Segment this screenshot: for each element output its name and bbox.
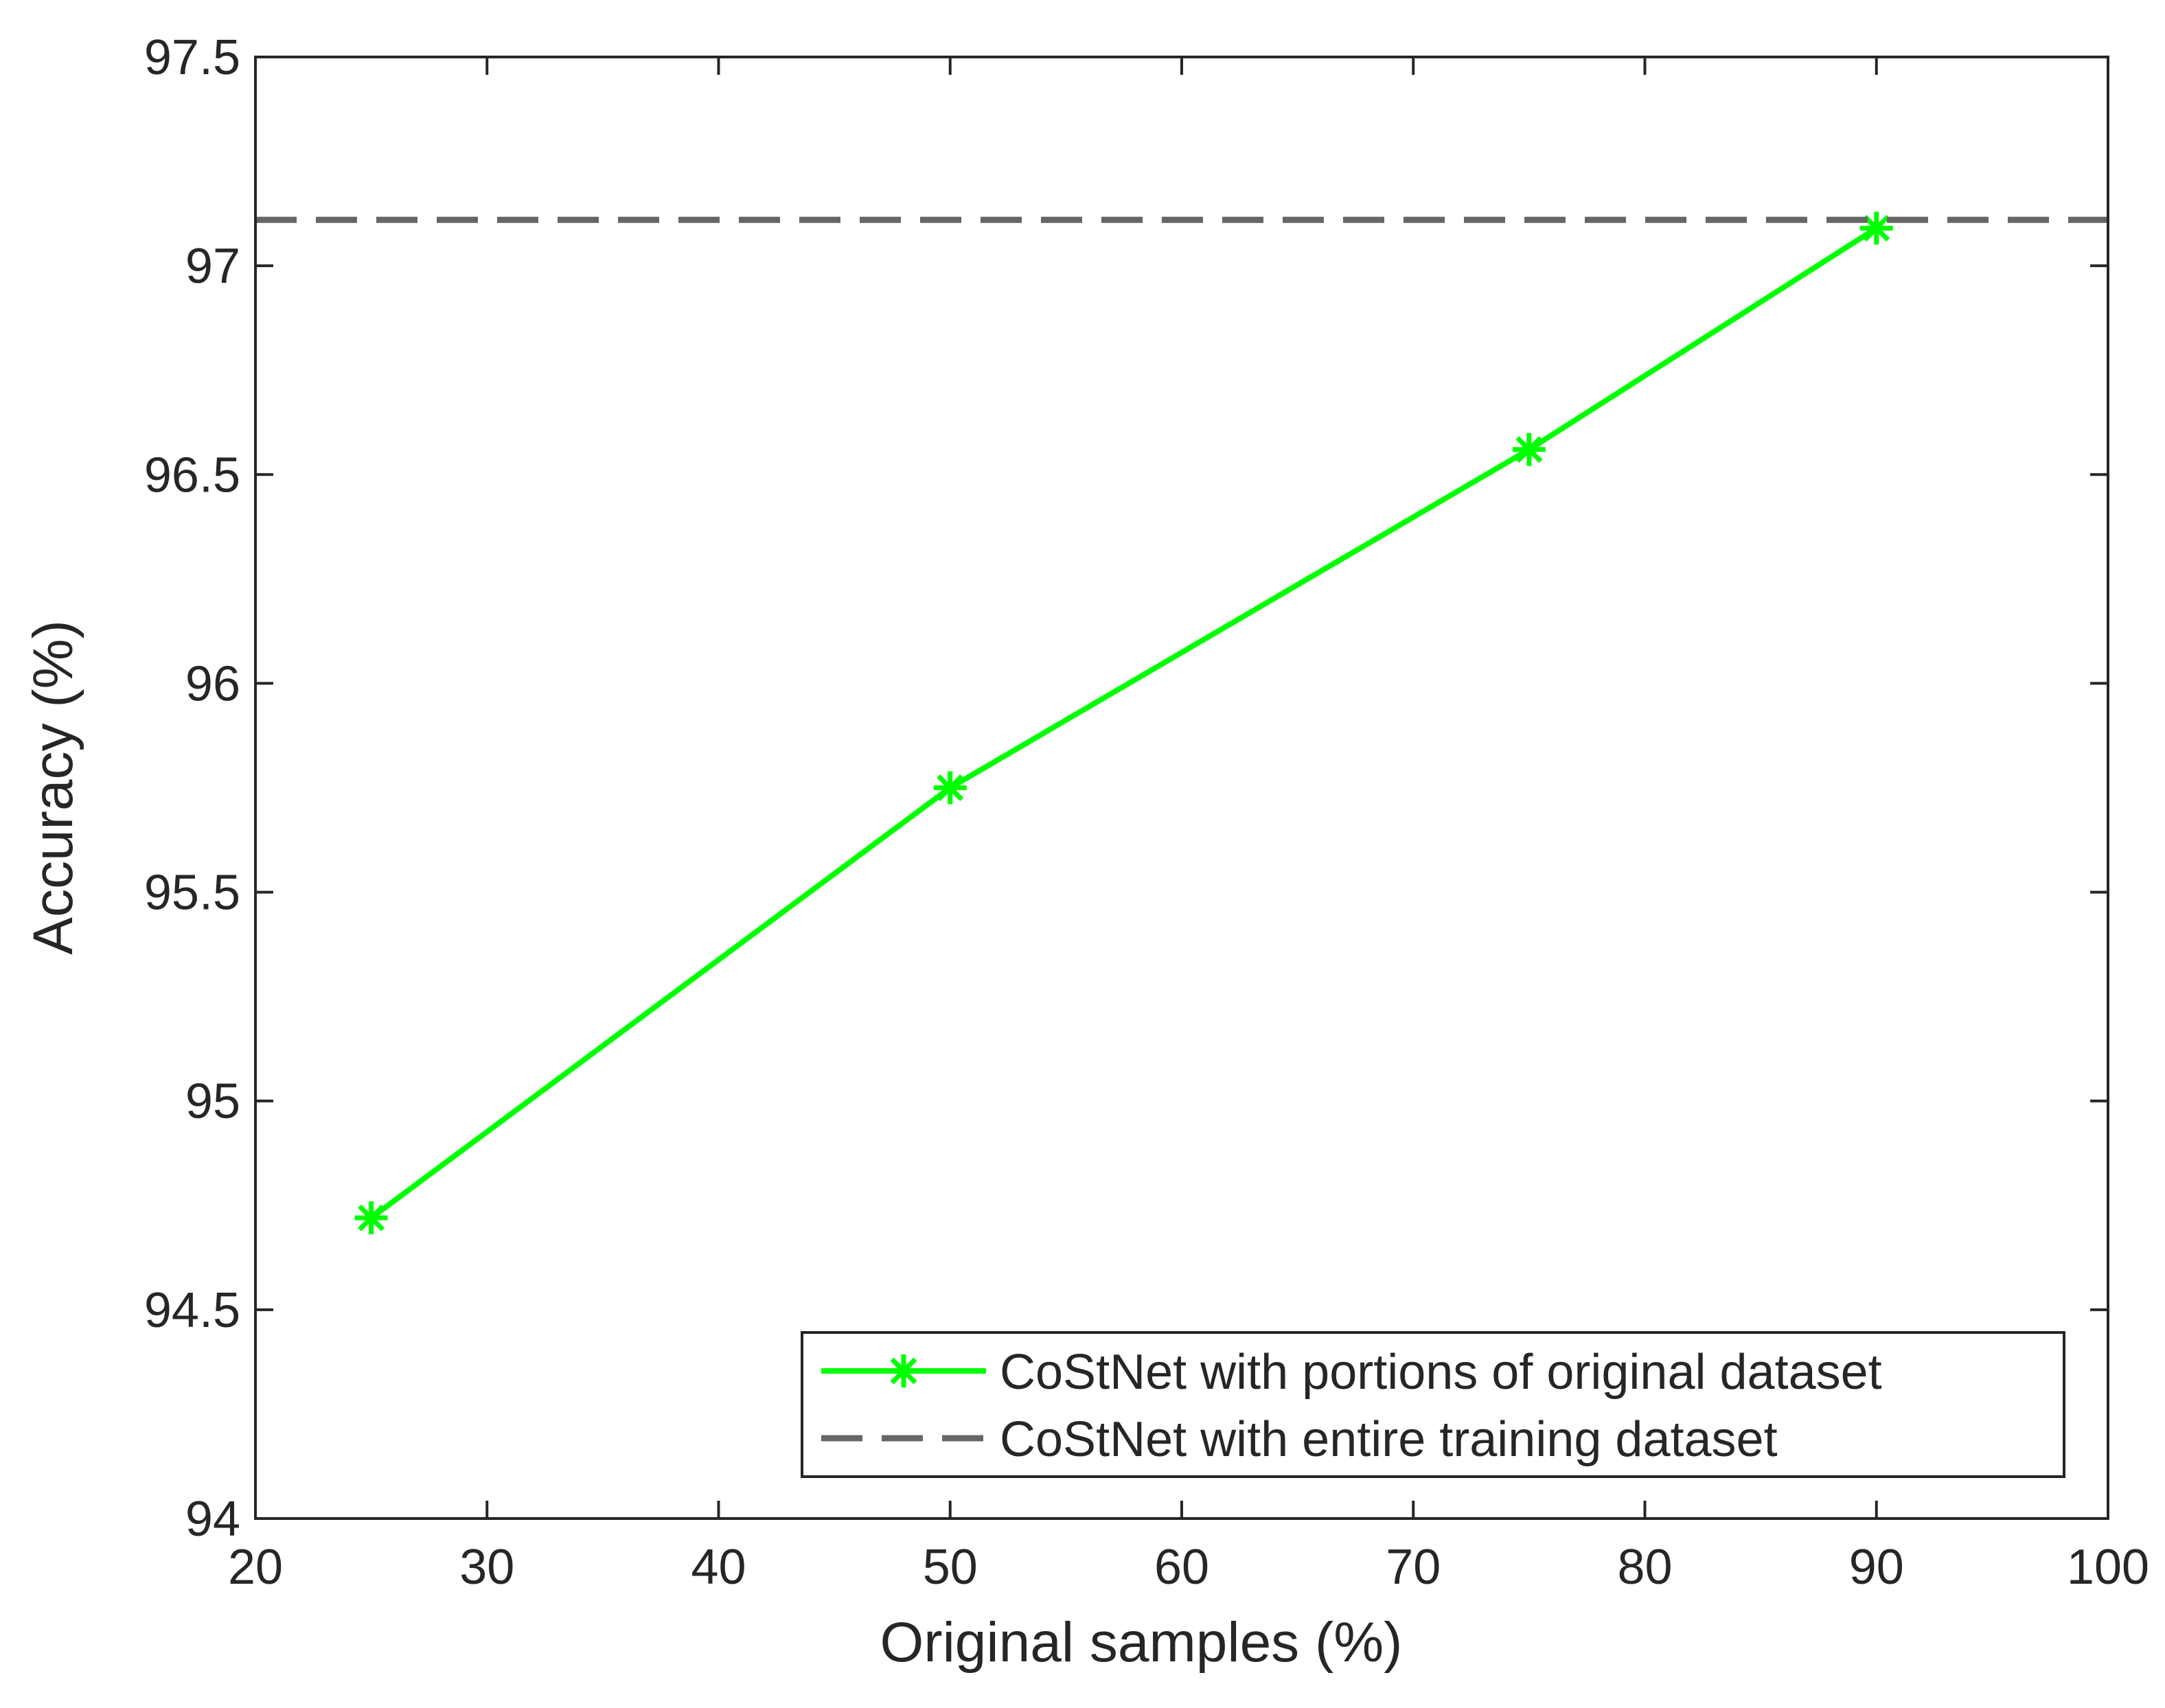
legend-marker <box>887 1354 920 1387</box>
x-tick-label: 20 <box>228 1540 283 1595</box>
data-point <box>933 771 967 805</box>
y-tick-label: 96.5 <box>144 448 240 503</box>
x-axis-label: Original samples (%) <box>880 1611 1403 1674</box>
y-tick-label: 94.5 <box>144 1283 240 1338</box>
x-tick-label: 60 <box>1154 1540 1209 1595</box>
series-line <box>369 226 1878 1221</box>
x-tick-label: 80 <box>1617 1540 1672 1595</box>
y-tick-label: 94 <box>185 1492 240 1547</box>
y-tick-label: 97.5 <box>144 30 240 85</box>
y-tick-label: 95.5 <box>144 866 240 921</box>
data-point <box>1512 432 1546 466</box>
legend-label: CoStNet with entire training dataset <box>1000 1412 1778 1467</box>
x-tick-label: 40 <box>691 1540 746 1595</box>
y-tick-label: 97 <box>185 239 240 294</box>
x-tick-label: 50 <box>923 1540 978 1595</box>
legend-label: CoStNet with portions of original datase… <box>1000 1345 1882 1400</box>
x-tick-label: 30 <box>459 1540 514 1595</box>
legend-box <box>801 1331 2065 1478</box>
y-tick-label: 95 <box>185 1074 240 1129</box>
y-axis-label: Accuracy (%) <box>22 620 84 955</box>
data-point <box>354 1201 388 1235</box>
plot-frame <box>254 56 2109 1520</box>
x-tick-label: 90 <box>1849 1540 1904 1595</box>
data-point <box>1859 211 1893 245</box>
legend: CoStNet with portions of original datase… <box>801 1331 2065 1478</box>
y-tick-label: 96 <box>185 656 240 711</box>
x-tick-label: 100 <box>2067 1540 2149 1595</box>
x-tick-label: 70 <box>1386 1540 1441 1595</box>
